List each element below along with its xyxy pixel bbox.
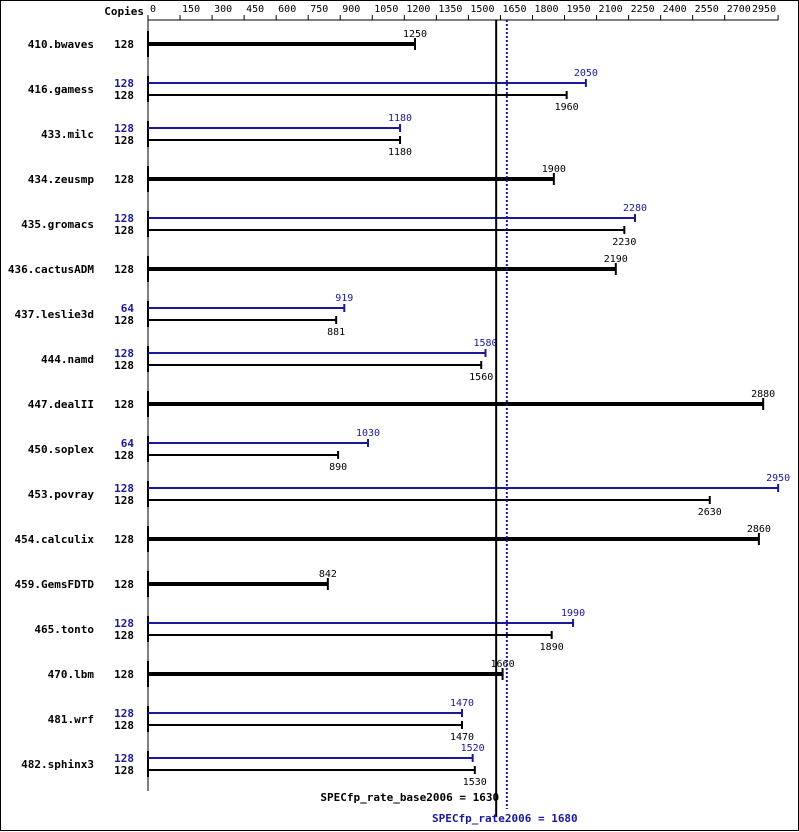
base-value-label: 1470 (450, 732, 474, 743)
base-value-label: 1900 (542, 164, 566, 175)
peak-copies: 128 (114, 482, 134, 495)
benchmark-label: 435.gromacs (21, 218, 94, 231)
benchmark-label: 410.bwaves (28, 38, 94, 51)
x-tick-label: 2100 (599, 4, 623, 15)
base-value-label: 881 (327, 327, 345, 338)
benchmark-label: 459.GemsFDTD (15, 578, 95, 591)
x-tick-label: 150 (182, 4, 200, 15)
base-copies: 128 (114, 359, 134, 372)
x-tick-label: 0 (150, 4, 156, 15)
base-value-label: 1660 (491, 659, 515, 670)
x-tick-label: 1500 (470, 4, 494, 15)
benchmark-label: 416.gamess (28, 83, 94, 96)
base-value-label: 1530 (463, 777, 487, 788)
peak-value-label: 1180 (388, 113, 412, 124)
peak-value-label: 1580 (473, 338, 497, 349)
base-value-label: 1890 (540, 642, 564, 653)
peak-copies: 128 (114, 212, 134, 225)
x-tick-label: 750 (310, 4, 328, 15)
x-tick-label: 450 (246, 4, 264, 15)
peak-copies: 128 (114, 752, 134, 765)
base-value-label: 2630 (698, 507, 722, 518)
x-tick-label: 1650 (502, 4, 526, 15)
x-tick-label: 1350 (438, 4, 462, 15)
x-tick-label: 300 (214, 4, 232, 15)
peak-value-label: 2050 (574, 68, 598, 79)
peak-value-label: 1470 (450, 698, 474, 709)
peak-copies: 128 (114, 617, 134, 630)
benchmark-label: 433.milc (41, 128, 94, 141)
peak-value-label: 2950 (766, 473, 790, 484)
benchmark-label: 444.namd (41, 353, 94, 366)
x-tick-label: 1950 (567, 4, 591, 15)
base-value-label: 842 (319, 569, 337, 580)
base-summary-label: SPECfp_rate_base2006 = 1630 (320, 791, 499, 804)
base-copies: 128 (114, 668, 134, 681)
base-copies: 128 (114, 89, 134, 102)
base-copies: 128 (114, 578, 134, 591)
peak-summary-label: SPECfp_rate2006 = 1680 (432, 812, 578, 825)
benchmark-label: 465.tonto (34, 623, 94, 636)
peak-copies: 128 (114, 347, 134, 360)
copies-header: Copies (104, 5, 144, 18)
base-value-label: 2860 (747, 524, 771, 535)
peak-value-label: 919 (335, 293, 353, 304)
base-value-label: 1250 (403, 29, 427, 40)
base-value-label: 1180 (388, 147, 412, 158)
base-value-label: 890 (329, 462, 347, 473)
base-copies: 128 (114, 134, 134, 147)
benchmark-label: 450.soplex (28, 443, 95, 456)
base-copies: 128 (114, 764, 134, 777)
x-tick-label: 2700 (727, 4, 751, 15)
benchmark-label: 470.lbm (48, 668, 95, 681)
x-tick-label: 600 (278, 4, 296, 15)
base-copies: 128 (114, 38, 134, 51)
peak-value-label: 1990 (561, 608, 585, 619)
base-value-label: 2880 (751, 389, 775, 400)
x-tick-label: 900 (342, 4, 360, 15)
base-copies: 128 (114, 533, 134, 546)
benchmark-label: 436.cactusADM (8, 263, 94, 276)
base-copies: 128 (114, 449, 134, 462)
base-value-label: 2230 (612, 237, 636, 248)
base-copies: 128 (114, 494, 134, 507)
x-tick-label: 2550 (695, 4, 719, 15)
peak-copies: 128 (114, 122, 134, 135)
base-value-label: 1960 (555, 102, 579, 113)
x-tick-label: 1800 (534, 4, 558, 15)
base-copies: 128 (114, 173, 134, 186)
base-value-label: 2190 (604, 254, 628, 265)
benchmark-label: 434.zeusmp (28, 173, 95, 186)
x-tick-label: 2950 (752, 4, 776, 15)
benchmark-label: 437.leslie3d (15, 308, 94, 321)
benchmark-label: 454.calculix (15, 533, 95, 546)
base-copies: 128 (114, 224, 134, 237)
peak-copies: 128 (114, 77, 134, 90)
peak-copies: 64 (121, 437, 135, 450)
base-copies: 128 (114, 398, 134, 411)
peak-value-label: 2280 (623, 203, 647, 214)
base-copies: 128 (114, 314, 134, 327)
peak-value-label: 1520 (461, 743, 485, 754)
benchmark-label: 447.dealII (28, 398, 94, 411)
peak-copies: 64 (121, 302, 135, 315)
x-tick-label: 2400 (663, 4, 687, 15)
x-tick-label: 2250 (631, 4, 655, 15)
base-copies: 128 (114, 629, 134, 642)
benchmark-label: 453.povray (28, 488, 95, 501)
peak-value-label: 1030 (356, 428, 380, 439)
x-tick-label: 1050 (374, 4, 398, 15)
peak-copies: 128 (114, 707, 134, 720)
benchmark-label: 482.sphinx3 (21, 758, 94, 771)
base-copies: 128 (114, 719, 134, 732)
benchmark-label: 481.wrf (48, 713, 94, 726)
base-value-label: 1560 (469, 372, 493, 383)
base-copies: 128 (114, 263, 134, 276)
x-tick-label: 1200 (406, 4, 430, 15)
